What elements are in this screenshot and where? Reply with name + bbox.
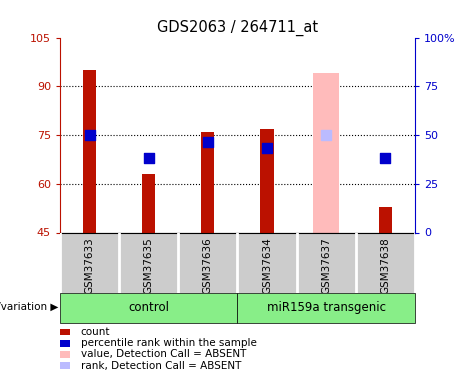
Bar — [313, 73, 339, 232]
Bar — [379, 207, 392, 232]
Text: count: count — [81, 327, 110, 337]
Bar — [237, 292, 415, 322]
Text: genotype/variation ▶: genotype/variation ▶ — [0, 303, 59, 312]
Point — [145, 155, 152, 161]
Text: control: control — [128, 301, 169, 314]
Text: percentile rank within the sample: percentile rank within the sample — [81, 338, 257, 348]
Point — [322, 132, 330, 138]
Point — [263, 145, 271, 151]
Text: GSM37636: GSM37636 — [203, 237, 213, 294]
Bar — [260, 129, 273, 232]
Text: GSM37634: GSM37634 — [262, 237, 272, 294]
Bar — [83, 70, 96, 232]
Text: GSM37633: GSM37633 — [84, 237, 95, 294]
Text: GSM37638: GSM37638 — [380, 237, 390, 294]
Text: GSM37635: GSM37635 — [144, 237, 154, 294]
Title: GDS2063 / 264711_at: GDS2063 / 264711_at — [157, 20, 318, 36]
Bar — [60, 292, 237, 322]
Point — [204, 138, 212, 144]
Text: rank, Detection Call = ABSENT: rank, Detection Call = ABSENT — [81, 361, 241, 370]
Text: value, Detection Call = ABSENT: value, Detection Call = ABSENT — [81, 350, 246, 359]
Point — [86, 132, 93, 138]
Point — [382, 155, 389, 161]
Bar — [142, 174, 155, 232]
Text: miR159a transgenic: miR159a transgenic — [266, 301, 386, 314]
Bar — [201, 132, 214, 232]
Text: GSM37637: GSM37637 — [321, 237, 331, 294]
